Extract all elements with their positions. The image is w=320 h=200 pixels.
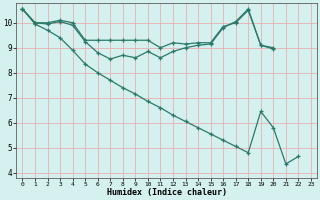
X-axis label: Humidex (Indice chaleur): Humidex (Indice chaleur) [107,188,227,197]
